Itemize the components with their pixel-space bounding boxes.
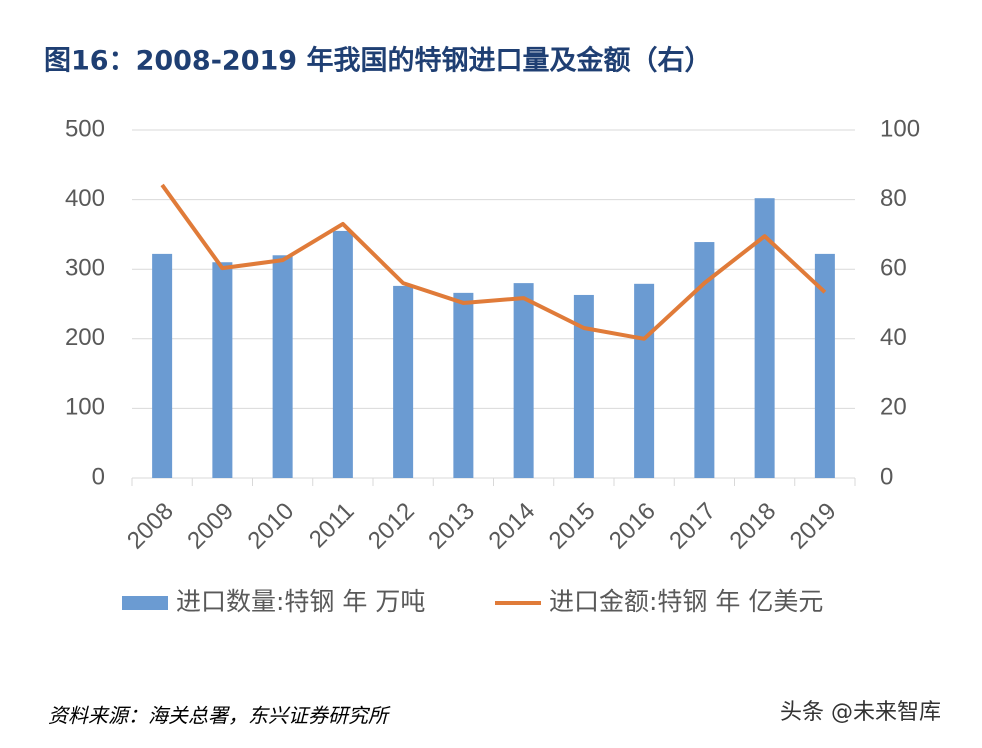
y-tick-label: 300 — [65, 255, 105, 282]
y-tick-label: 400 — [65, 185, 105, 212]
bar — [272, 255, 293, 478]
watermark: 头条 @未来智库 — [780, 700, 941, 725]
bar — [393, 285, 414, 478]
y2-tick-label: 100 — [880, 115, 920, 142]
bar — [453, 292, 474, 478]
y2-tick-label: 60 — [880, 255, 907, 282]
x-tick-label: 2016 — [604, 498, 661, 555]
bar — [573, 294, 594, 478]
bar — [754, 198, 775, 478]
legend-label: 进口金额:特钢 年 亿美元 — [549, 587, 823, 616]
x-tick-label: 2008 — [122, 498, 179, 555]
legend-swatch — [122, 596, 168, 610]
y-tick-label: 0 — [92, 463, 105, 490]
x-tick-label: 2017 — [664, 498, 721, 555]
y2-tick-label: 80 — [880, 185, 907, 212]
x-tick-label: 2009 — [182, 498, 239, 555]
bar — [634, 283, 655, 478]
line — [160, 183, 827, 341]
x-tick-label: 2013 — [423, 498, 480, 555]
x-tick-label: 2014 — [484, 498, 541, 555]
bar — [332, 230, 353, 478]
source: 资料来源：海关总署，东兴证券研究所 — [48, 704, 391, 728]
x-tick-label: 2011 — [304, 498, 360, 554]
bar — [513, 283, 534, 478]
y-tick-label: 100 — [65, 394, 105, 421]
x-tick-label: 2019 — [785, 498, 842, 555]
x-tick-label: 2010 — [243, 498, 300, 555]
bar — [152, 253, 173, 478]
y-tick-label: 500 — [65, 115, 105, 142]
x-tick-label: 2015 — [544, 498, 601, 555]
legend-label: 进口数量:特钢 年 万吨 — [176, 587, 425, 616]
bar — [814, 253, 835, 478]
x-tick-label: 2018 — [725, 498, 782, 555]
y2-tick-label: 0 — [880, 463, 893, 490]
chart-title: 图16：2008-2019 年我国的特钢进口量及金额（右） — [44, 45, 711, 77]
y-tick-label: 200 — [65, 324, 105, 351]
x-tick-label: 2012 — [363, 498, 420, 555]
y2-tick-label: 40 — [880, 324, 907, 351]
y2-tick-label: 20 — [880, 394, 907, 421]
bar — [694, 242, 715, 478]
bar — [212, 262, 233, 478]
